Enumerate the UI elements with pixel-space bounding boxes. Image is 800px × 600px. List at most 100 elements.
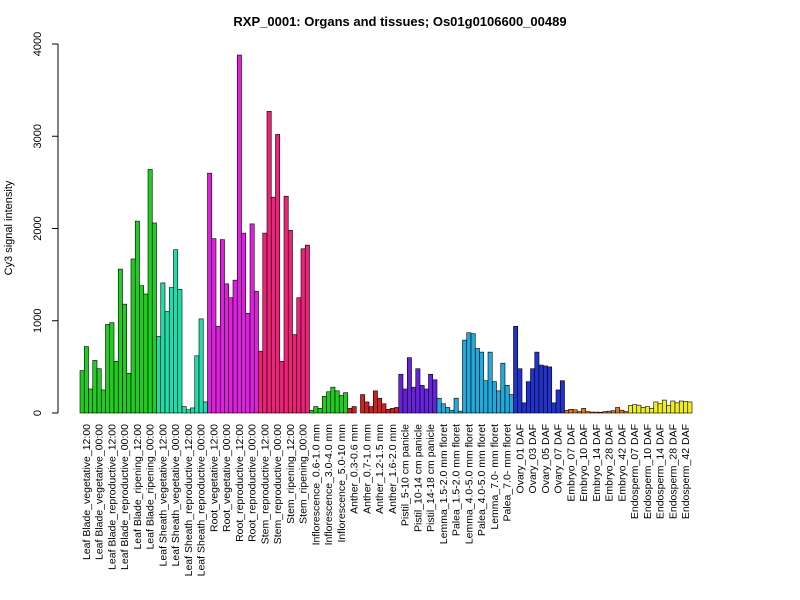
- x-tick-label: Leaf Sheath_reproductive_12:00: [183, 424, 195, 577]
- bar: [258, 350, 264, 414]
- bar: [321, 396, 327, 414]
- y-tick-label: 4000: [32, 32, 44, 56]
- bar: [479, 351, 485, 414]
- bar: [419, 385, 425, 414]
- bar: [602, 411, 608, 414]
- x-tick-label: Endosperm_42 DAF: [680, 424, 692, 519]
- x-tick-label: Anther_1.2-1.5 mm: [374, 424, 386, 514]
- bar: [253, 290, 259, 414]
- bar: [88, 388, 94, 414]
- bar: [547, 366, 553, 414]
- bar: [678, 400, 684, 414]
- bar: [615, 407, 621, 414]
- bar: [275, 134, 281, 414]
- bar: [670, 400, 676, 414]
- bar: [241, 232, 247, 414]
- x-tick-label: Pistil_5-10 cm panicle: [400, 424, 412, 526]
- bar: [406, 357, 412, 414]
- x-tick-label: Leaf Blade_reproductive_12:00: [106, 424, 118, 570]
- bar: [555, 389, 561, 414]
- bar: [619, 409, 625, 414]
- bar: [83, 346, 89, 414]
- x-tick-label: Ovary_05 DAF: [540, 424, 552, 493]
- x-tick-label: Anther_0.7-1.0 mm: [361, 424, 373, 514]
- bar: [338, 395, 344, 414]
- bar: [245, 313, 251, 414]
- bar: [360, 394, 366, 414]
- chart-title: RXP_0001: Organs and tissues; Os01g01066…: [233, 14, 566, 29]
- bar: [636, 404, 642, 414]
- bar: [474, 348, 480, 414]
- bar: [202, 401, 208, 414]
- bar: [109, 322, 115, 414]
- bar: [385, 409, 391, 414]
- bar: [500, 362, 506, 414]
- bar: [491, 381, 497, 414]
- bar: [428, 373, 434, 414]
- x-tick-label: Endosperm_14 DAF: [655, 424, 667, 519]
- x-tick-label: Embryo_07 DAF: [565, 424, 577, 502]
- bar: [483, 380, 489, 414]
- bar: [287, 230, 293, 414]
- x-tick-label: Inflorescence_5.0-10 mm: [336, 424, 348, 543]
- bar: [185, 409, 191, 414]
- y-tick-label: 3000: [32, 124, 44, 148]
- x-tick-label: Embryo_42 DAF: [616, 424, 628, 502]
- bar: [542, 365, 548, 414]
- x-tick-label: Stem_reproductive_12:00: [259, 424, 271, 544]
- bar: [623, 411, 629, 414]
- bar: [270, 196, 276, 414]
- x-tick-label: Leaf Blade_ripening_12:00: [132, 424, 144, 550]
- bar: [372, 390, 378, 414]
- x-tick-label: Anther_0.3-0.6 mm: [349, 424, 361, 514]
- bar: [568, 409, 574, 414]
- bar: [445, 407, 451, 414]
- x-tick-label: Root_vegetative_00:00: [221, 424, 233, 532]
- bar: [593, 411, 599, 414]
- x-tick-label: Leaf Sheath_vegetative_00:00: [170, 424, 182, 567]
- bar: [228, 297, 234, 414]
- bar: [525, 381, 531, 414]
- bar: [564, 409, 570, 414]
- bar: [644, 406, 650, 414]
- x-tick-label: Root_reproductive_00:00: [247, 424, 259, 542]
- bar: [300, 248, 306, 414]
- bar: [572, 409, 578, 414]
- bar: [632, 404, 638, 414]
- bar: [117, 268, 123, 414]
- bar: [581, 408, 587, 414]
- bar: [266, 111, 272, 414]
- bar: [309, 409, 315, 414]
- x-tick-label: Embryo_14 DAF: [591, 424, 603, 502]
- bar: [100, 389, 106, 414]
- bar: [504, 385, 510, 414]
- x-tick-label: Endosperm_28 DAF: [667, 424, 679, 519]
- bar: [606, 410, 612, 414]
- bar: [156, 336, 162, 414]
- bar: [521, 402, 527, 414]
- x-tick-label: Leaf Blade_vegetative_00:00: [94, 424, 106, 560]
- bar: [207, 172, 213, 414]
- x-tick-label: Ovary_03 DAF: [527, 424, 539, 493]
- x-tick-label: Palea_1.5-2.0 mm floret: [451, 424, 463, 536]
- x-tick-label: Embryo_28 DAF: [604, 424, 616, 502]
- bar: [411, 386, 417, 414]
- x-tick-label: Embryo_10 DAF: [578, 424, 590, 502]
- bar: [232, 279, 238, 414]
- y-axis: 0 1000 2000 3000 4000: [32, 32, 59, 416]
- bar: [610, 410, 616, 414]
- bar: [330, 386, 336, 414]
- bar: [173, 249, 179, 414]
- bar: [462, 339, 468, 414]
- bar: [198, 318, 204, 414]
- bar: [496, 390, 502, 414]
- bar: [449, 409, 455, 414]
- bar: [640, 407, 646, 414]
- bar: [211, 238, 217, 414]
- x-axis-labels: Leaf Blade_vegetative_12:00 Leaf Blade_ve…: [81, 424, 692, 577]
- bar: [389, 408, 395, 414]
- y-tick-label: 0: [32, 410, 44, 416]
- bar: [343, 392, 349, 414]
- bar: [453, 397, 459, 414]
